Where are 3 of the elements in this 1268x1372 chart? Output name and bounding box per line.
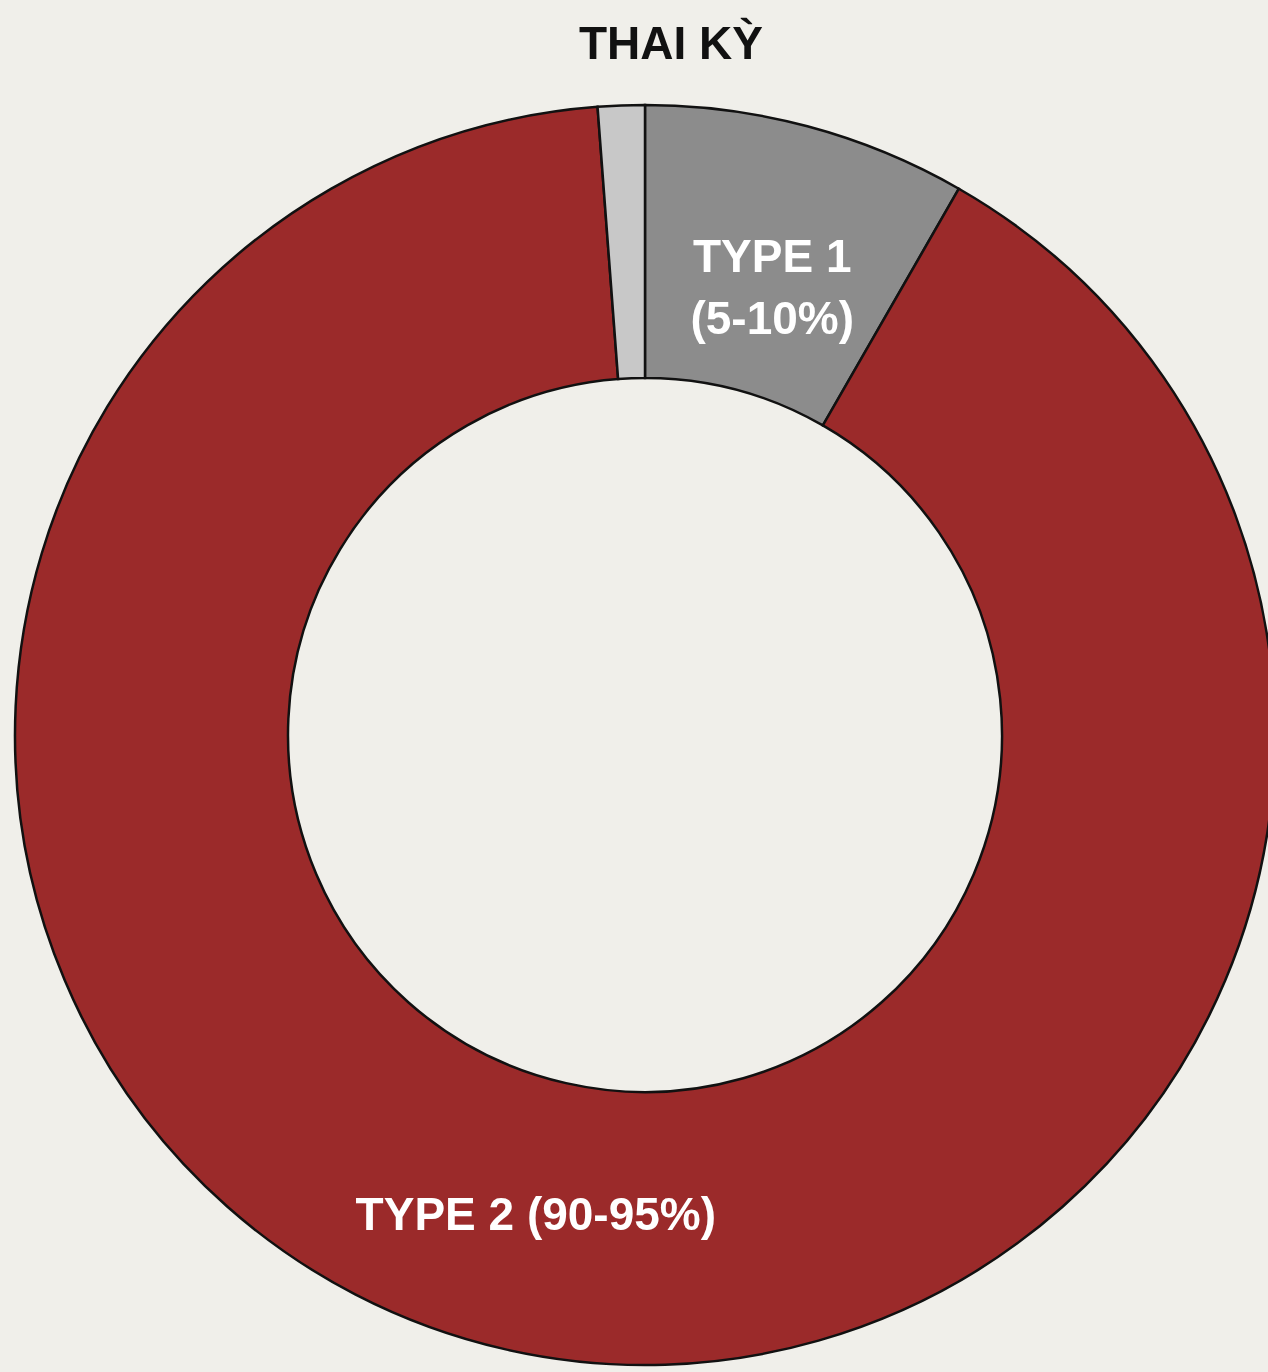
slice-label: TYPE 1 (5-10%) bbox=[690, 230, 855, 345]
slice-label: THAI KỲ bbox=[579, 17, 764, 70]
slice-label: TYPE 2 (90-95%) bbox=[355, 1188, 717, 1241]
